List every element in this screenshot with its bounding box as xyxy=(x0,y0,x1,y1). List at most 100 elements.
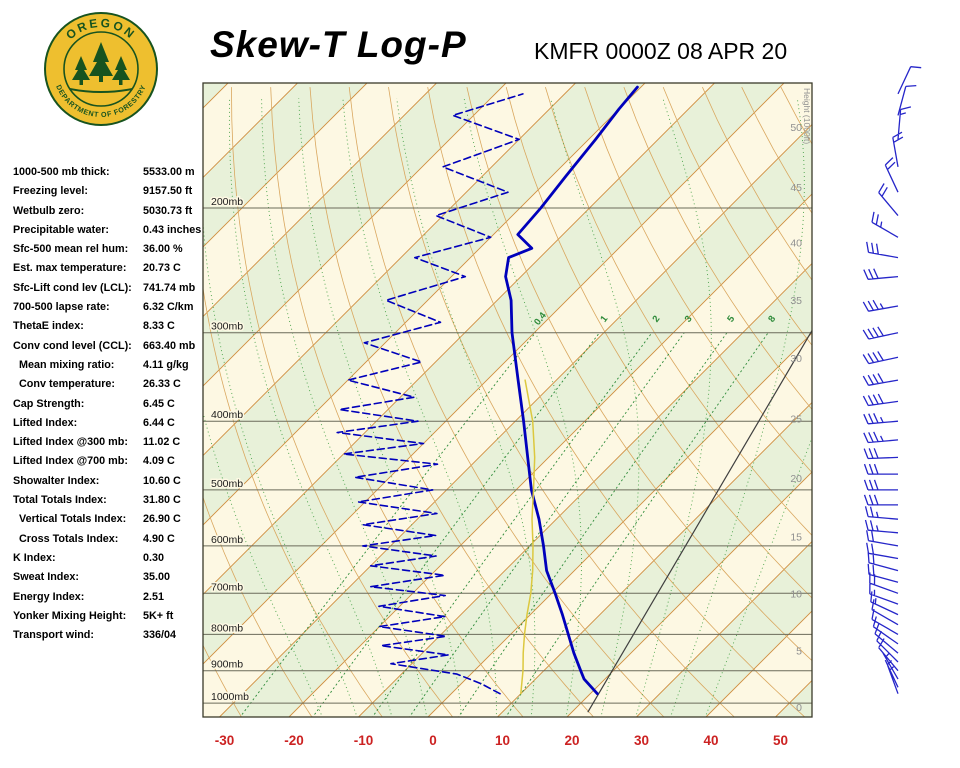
svg-text:20: 20 xyxy=(790,473,802,485)
stat-row: ThetaE index: 8.33 C xyxy=(13,320,209,339)
stat-row: Transport wind: 336/04 xyxy=(13,629,209,648)
stat-label: 1000-500 mb thick: xyxy=(13,166,110,178)
stat-label: Wetbulb zero: xyxy=(13,204,85,217)
stat-value: 31.80 C xyxy=(143,494,181,507)
height-axis-title: Height (1000ft) xyxy=(802,88,812,144)
stat-label: Lifted Index @300 mb: xyxy=(13,436,128,449)
stat-value: 10.60 C xyxy=(143,474,181,487)
stat-label: Lifted Index: xyxy=(13,416,78,429)
sounding-lines xyxy=(336,85,639,696)
svg-text:5: 5 xyxy=(796,645,802,657)
stat-label: Sfc-500 mean rel hum: xyxy=(13,243,129,256)
stat-value: 4.90 C xyxy=(143,532,175,545)
stat-value: 35.00 xyxy=(143,571,171,584)
stat-row: Cross Totals Index: 4.90 C xyxy=(13,533,209,552)
stat-value: 4.09 C xyxy=(143,455,175,468)
stat-row: 700-500 lapse rate: 6.32 C/km xyxy=(13,301,209,320)
stat-label: 700-500 lapse rate: xyxy=(13,301,110,314)
stat-value: 336/04 xyxy=(143,629,177,642)
sounding-dewpoint xyxy=(336,93,524,695)
stat-value: 6.44 C xyxy=(143,416,175,429)
stat-row: Energy Index: 2.51 xyxy=(13,591,209,610)
svg-text:500mb: 500mb xyxy=(211,478,243,490)
plot-background: 0.4 1 2 3 5 8 xyxy=(203,83,812,717)
svg-text:900mb: 900mb xyxy=(211,659,243,671)
svg-text:-30: -30 xyxy=(215,733,235,748)
svg-text:600mb: 600mb xyxy=(211,534,243,546)
svg-text:30: 30 xyxy=(634,733,649,748)
stat-label: Vertical Totals Index: xyxy=(13,513,127,526)
svg-text:10: 10 xyxy=(790,589,802,601)
svg-text:800mb: 800mb xyxy=(211,622,243,634)
stat-value: 2.51 xyxy=(143,590,165,603)
stat-label: K Index: xyxy=(13,551,56,564)
stat-row: Yonker Mixing Height: 5K+ ft xyxy=(13,610,209,629)
stat-value: 26.90 C xyxy=(143,513,181,526)
stat-label: Cross Totals Index: xyxy=(13,532,119,545)
stat-value: 5K+ ft xyxy=(143,609,174,622)
stat-row: Showalter Index: 10.60 C xyxy=(13,475,209,494)
stat-label: Precipitable water: xyxy=(13,223,110,236)
svg-text:15: 15 xyxy=(790,532,802,544)
stat-label: Sfc-Lift cond lev (LCL): xyxy=(13,281,132,294)
stat-value: 36.00 % xyxy=(143,243,183,256)
svg-text:0: 0 xyxy=(796,702,802,714)
svg-text:25: 25 xyxy=(790,413,802,425)
stat-row: Mean mixing ratio: 4.11 g/kg xyxy=(13,359,209,378)
stat-value: 0.43 inches xyxy=(143,223,202,236)
svg-text:3: 3 xyxy=(683,314,695,325)
svg-text:40: 40 xyxy=(790,237,802,249)
stat-row: Lifted Index @700 mb: 4.09 C xyxy=(13,455,209,474)
svg-text:8: 8 xyxy=(766,314,778,325)
stat-value: 4.11 g/kg xyxy=(143,358,189,371)
svg-text:400mb: 400mb xyxy=(211,409,243,421)
svg-text:50: 50 xyxy=(790,122,802,134)
svg-text:300mb: 300mb xyxy=(211,321,243,333)
stat-row: Est. max temperature: 20.73 C xyxy=(13,262,209,281)
stat-row: Conv cond level (CCL): 663.40 mb xyxy=(13,340,209,359)
stat-label: Transport wind: xyxy=(13,629,94,642)
logo-inner-ring xyxy=(63,31,139,107)
stat-label: Lifted Index @700 mb: xyxy=(13,455,128,468)
stat-value: 8.33 C xyxy=(143,320,175,333)
stat-row: Lifted Index: 6.44 C xyxy=(13,417,209,436)
stat-value: 20.73 C xyxy=(143,262,181,275)
stat-row: Sfc-Lift cond lev (LCL): 741.74 mb xyxy=(13,282,209,301)
stat-row: 1000-500 mb thick: 5533.00 m xyxy=(13,166,209,185)
stat-label: ThetaE index: xyxy=(13,320,84,333)
pressure-labels: 200mb 300mb 400mb 500mb 600mb 700mb 800mb 900mb… xyxy=(210,195,251,705)
stat-row: Wetbulb zero: 5030.73 ft xyxy=(13,205,209,224)
stat-label: Est. max temperature: xyxy=(13,262,127,275)
svg-text:200mb: 200mb xyxy=(211,196,243,208)
page-title: Skew-T Log-P xyxy=(210,24,467,65)
stat-label: Cap Strength: xyxy=(13,397,85,410)
svg-text:45: 45 xyxy=(790,182,802,194)
stat-label: Conv cond level (CCL): xyxy=(13,339,132,352)
stat-label: Total Totals Index: xyxy=(13,494,107,507)
svg-text:1: 1 xyxy=(598,313,610,324)
stat-value: 5030.73 ft xyxy=(143,204,193,217)
wind-barb-column xyxy=(862,66,922,694)
svg-text:-20: -20 xyxy=(284,733,304,748)
temperature-axis-labels: -30 -20 -10 0 10 20 30 40 50 xyxy=(215,733,788,748)
svg-text:700mb: 700mb xyxy=(211,581,243,593)
stat-row: Sfc-500 mean rel hum: 36.00 % xyxy=(13,243,209,262)
stat-label: Sweat Index: xyxy=(13,571,79,584)
stat-value: 6.45 C xyxy=(143,397,175,410)
stat-value: 11.02 C xyxy=(143,436,181,449)
stat-label: Yonker Mixing Height: xyxy=(13,609,127,622)
stat-row: Precipitable water: 0.43 inches xyxy=(13,224,209,243)
stat-value: 6.32 C/km xyxy=(143,301,194,314)
svg-text:35: 35 xyxy=(790,295,802,307)
stat-label: Mean mixing ratio: xyxy=(13,358,115,371)
sounding-temperature xyxy=(504,85,639,696)
svg-text:20: 20 xyxy=(564,733,579,748)
stat-value: 663.40 mb xyxy=(143,339,196,352)
stat-label: Energy Index: xyxy=(13,590,85,603)
stat-value: 9157.50 ft xyxy=(143,185,193,198)
stat-label: Conv temperature: xyxy=(13,378,115,391)
stat-value: 0.30 xyxy=(143,551,165,564)
svg-text:30: 30 xyxy=(790,353,802,365)
